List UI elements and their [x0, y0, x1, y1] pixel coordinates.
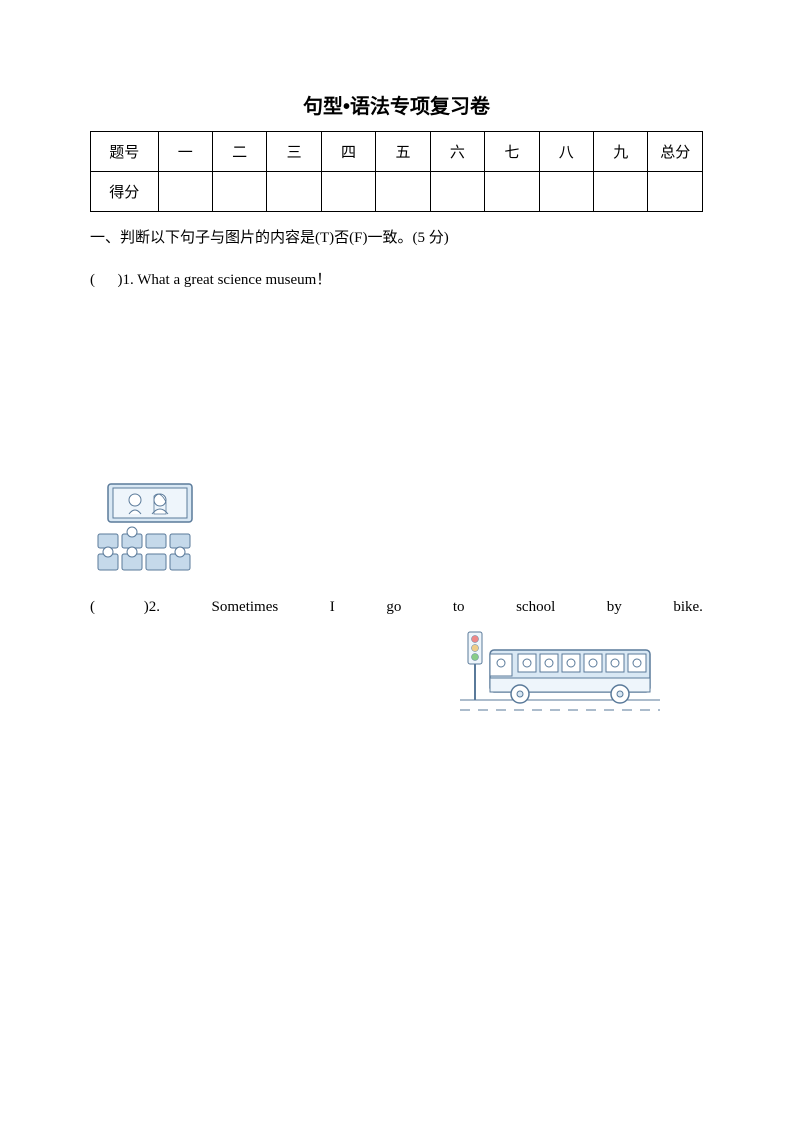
score-table: 题号 一 二 三 四 五 六 七 八 九 总分 得分 — [90, 131, 703, 212]
q2-word: bike. — [673, 595, 703, 619]
worksheet-title: 句型•语法专项复习卷 — [90, 90, 703, 119]
score-label: 得分 — [91, 172, 159, 212]
q2-word: Sometimes — [212, 595, 279, 619]
question-text: )1. What a great science museum！ — [118, 272, 332, 288]
q2-word: I — [330, 595, 335, 619]
answer-blank[interactable] — [95, 599, 144, 615]
question-1: ( )1. What a great science museum！ — [90, 268, 703, 292]
col-header: 五 — [376, 132, 430, 172]
question-number: )2. — [144, 599, 160, 615]
answer-blank[interactable] — [95, 272, 118, 288]
col-header: 一 — [158, 132, 212, 172]
cinema-icon — [90, 482, 210, 582]
bus-icon — [460, 630, 660, 720]
q2-word: to — [453, 595, 465, 619]
col-header: 九 — [594, 132, 648, 172]
score-cell[interactable] — [267, 172, 321, 212]
section-instruction: 一、判断以下句子与图片的内容是(T)否(F)一致。(5 分) — [90, 226, 703, 250]
score-cell[interactable] — [212, 172, 266, 212]
score-cell[interactable] — [594, 172, 648, 212]
col-header: 八 — [539, 132, 593, 172]
col-header: 二 — [212, 132, 266, 172]
question-2: ( )2. Sometimes I go to school by bike. — [90, 595, 703, 619]
table-header-row: 题号 一 二 三 四 五 六 七 八 九 总分 — [91, 132, 703, 172]
col-header: 七 — [485, 132, 539, 172]
score-cell[interactable] — [321, 172, 375, 212]
score-cell[interactable] — [648, 172, 703, 212]
q2-word: by — [607, 595, 622, 619]
col-header: 三 — [267, 132, 321, 172]
header-label: 题号 — [91, 132, 159, 172]
score-cell[interactable] — [430, 172, 484, 212]
col-header: 六 — [430, 132, 484, 172]
table-score-row: 得分 — [91, 172, 703, 212]
score-cell[interactable] — [376, 172, 430, 212]
col-header: 四 — [321, 132, 375, 172]
cinema-image — [90, 482, 703, 595]
col-header: 总分 — [648, 132, 703, 172]
q2-word: school — [516, 595, 555, 619]
score-cell[interactable] — [539, 172, 593, 212]
score-cell[interactable] — [158, 172, 212, 212]
q2-word: go — [386, 595, 401, 619]
score-cell[interactable] — [485, 172, 539, 212]
